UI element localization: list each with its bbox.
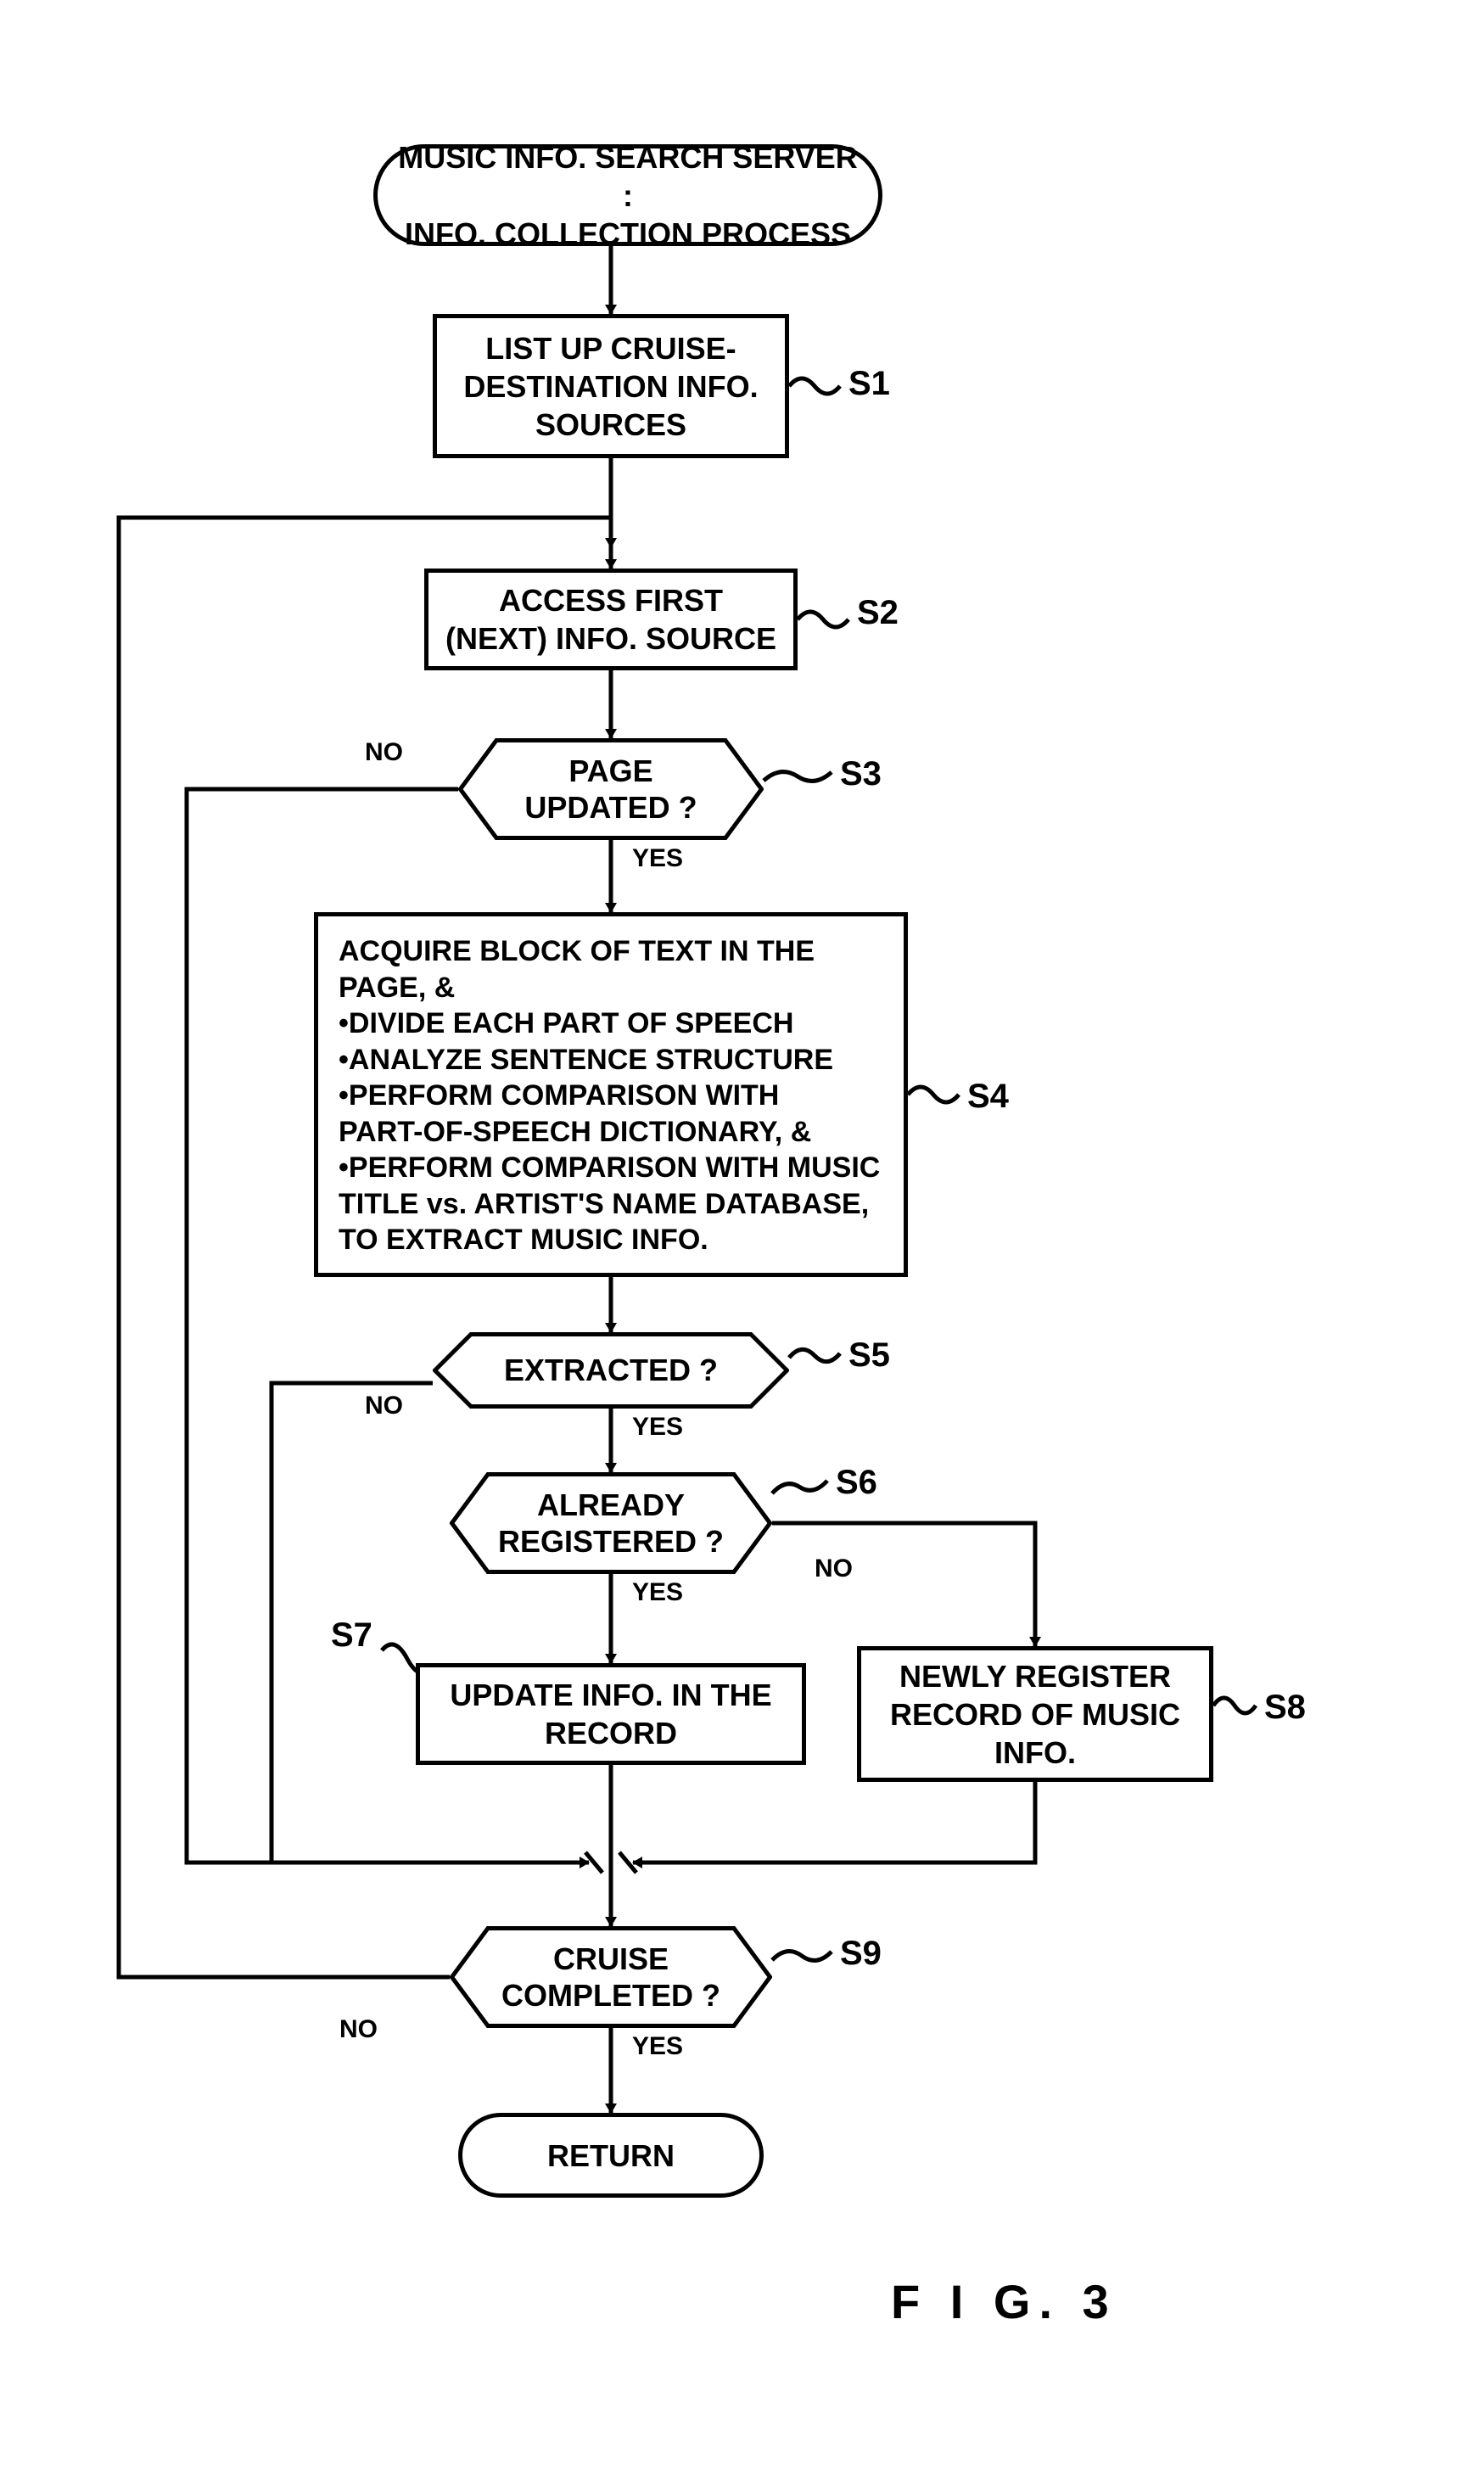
step-label-s3: S3	[840, 755, 882, 793]
no-label: NO	[339, 2015, 378, 2044]
terminator-start: MUSIC INFO. SEARCH SERVER : INFO. COLLEC…	[373, 144, 882, 246]
yes-label: YES	[632, 844, 683, 873]
step-label-s4: S4	[967, 1078, 1009, 1116]
terminator-return: RETURN	[458, 2113, 764, 2198]
step-label-s9: S9	[840, 1935, 882, 1973]
process-s7: UPDATE INFO. IN THE RECORD	[416, 1663, 806, 1765]
process-s4: ACQUIRE BLOCK OF TEXT IN THE PAGE, & •DI…	[314, 912, 908, 1277]
step-label-s8: S8	[1264, 1689, 1306, 1727]
step-label-s7: S7	[331, 1616, 372, 1655]
no-label: NO	[815, 1555, 853, 1583]
step-label-s6: S6	[836, 1464, 877, 1502]
no-label: NO	[365, 1392, 403, 1420]
step-label-s2: S2	[857, 594, 899, 632]
decision-s9: CRUISE COMPLETED ?	[450, 1926, 772, 2028]
step-label-s5: S5	[848, 1336, 890, 1375]
yes-label: YES	[632, 1413, 683, 1442]
decision-s3: PAGE UPDATED ?	[458, 738, 764, 840]
decision-s5: EXTRACTED ?	[433, 1332, 789, 1409]
decision-s6: ALREADY REGISTERED ?	[450, 1472, 772, 1574]
flowchart-canvas: F I G. 3 MUSIC INFO. SEARCH SERVER : INF…	[0, 0, 1484, 2476]
process-s1: LIST UP CRUISE- DESTINATION INFO. SOURCE…	[433, 314, 789, 458]
step-label-s1: S1	[848, 365, 890, 403]
figure-caption: F I G. 3	[891, 2274, 1117, 2329]
process-s2: ACCESS FIRST (NEXT) INFO. SOURCE	[424, 569, 798, 670]
yes-label: YES	[632, 2032, 683, 2061]
process-s8: NEWLY REGISTER RECORD OF MUSIC INFO.	[857, 1646, 1213, 1782]
yes-label: YES	[632, 1578, 683, 1607]
no-label: NO	[365, 738, 403, 767]
